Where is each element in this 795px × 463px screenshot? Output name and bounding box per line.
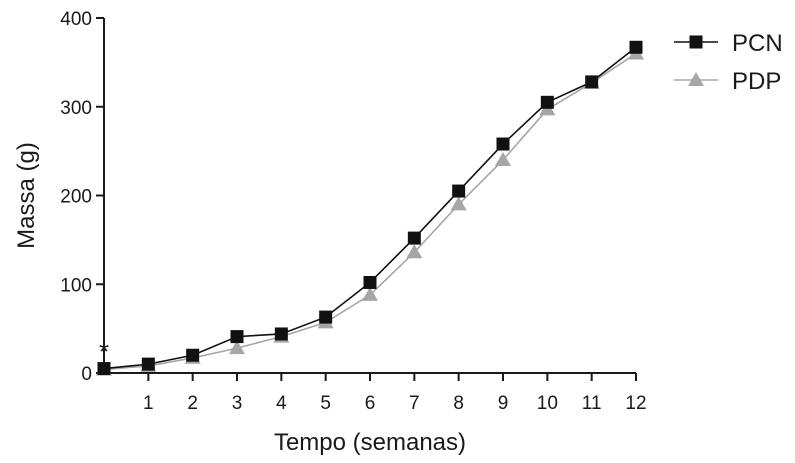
- x-tick-label: 11: [582, 393, 602, 414]
- annotation-asterisk: *: [99, 337, 109, 367]
- data-point-pcn: [230, 330, 244, 344]
- x-axis-title: Tempo (semanas): [274, 429, 466, 456]
- x-tick-label: 6: [365, 393, 376, 414]
- data-point-pcn: [274, 327, 288, 341]
- y-axis-title: Massa (g): [13, 142, 40, 249]
- x-tick-label: 8: [453, 393, 464, 414]
- data-point-pcn: [97, 362, 111, 376]
- x-tick-label: 2: [187, 393, 198, 414]
- x-tick-label: 1: [143, 393, 154, 414]
- x-tick-label: 3: [232, 393, 243, 414]
- x-tick-label: 10: [537, 393, 558, 414]
- data-point-pcn: [319, 310, 333, 324]
- data-point-pdp: [362, 286, 378, 301]
- x-tick-label: 12: [625, 393, 646, 414]
- data-point-pdp: [406, 244, 423, 259]
- series-line-pdp: [103, 52, 637, 371]
- data-point-pcn: [585, 75, 599, 89]
- data-point-pcn: [186, 348, 200, 362]
- y-tick-label: 200: [60, 187, 92, 208]
- y-tick-label: 100: [60, 275, 92, 296]
- legend-marker-pcn: [689, 35, 703, 49]
- series-lines: [103, 46, 637, 371]
- data-point-pcn: [629, 40, 643, 54]
- data-point-pdp: [495, 152, 511, 166]
- x-tick-label: 4: [276, 393, 287, 414]
- legend-label-pdp: PDP: [732, 68, 781, 95]
- legend-label-pcn: PCN: [732, 30, 783, 57]
- x-tick-label: 7: [409, 393, 420, 414]
- data-point-pcn: [540, 95, 554, 109]
- series-line-pcn: [103, 46, 637, 370]
- x-tick-label: 5: [320, 393, 331, 414]
- data-point-pcn: [141, 357, 155, 371]
- y-tick-label: 0: [81, 364, 92, 385]
- series-markers: [96, 40, 644, 376]
- data-point-pcn: [452, 184, 466, 198]
- data-point-pcn: [363, 275, 377, 289]
- data-point-pcn: [496, 137, 510, 151]
- legend-marker-pdp: [688, 72, 704, 86]
- y-tick-label: 300: [60, 98, 92, 119]
- chart-legend: PCN PDP: [674, 30, 783, 95]
- x-tick-label: 9: [498, 393, 509, 414]
- y-tick-label: 400: [60, 9, 92, 30]
- data-point-pdp: [450, 196, 467, 211]
- chart-annotations: *: [99, 337, 109, 367]
- data-point-pdp: [229, 340, 245, 355]
- data-point-pcn: [407, 231, 421, 245]
